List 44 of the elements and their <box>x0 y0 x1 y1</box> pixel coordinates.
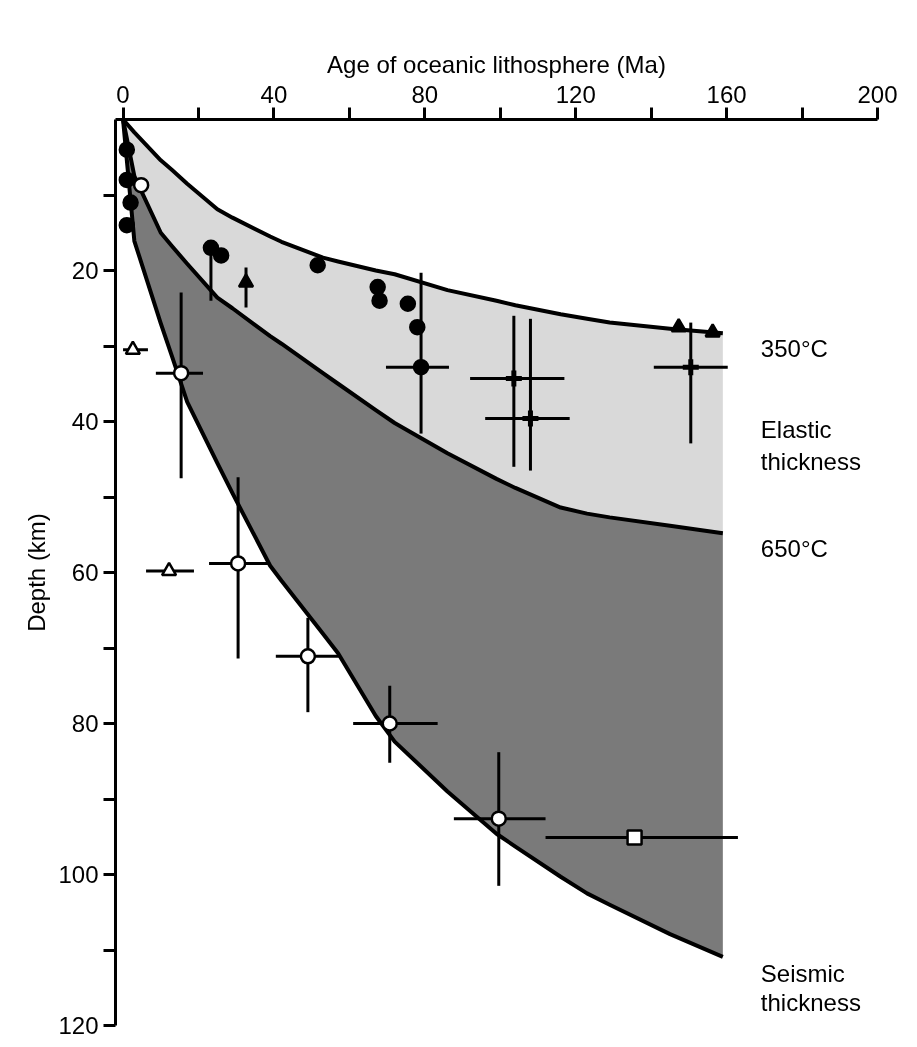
point <box>212 247 230 264</box>
series-label: Elastic thickness <box>760 415 861 475</box>
point <box>124 340 142 356</box>
point <box>132 176 150 194</box>
point <box>371 292 388 309</box>
point <box>490 810 508 827</box>
point <box>704 323 721 338</box>
point <box>122 194 139 211</box>
x-tick-label: 120 <box>555 80 596 108</box>
point <box>309 256 326 274</box>
x-axis-title: Age of oceanic lithosphere (Ma) <box>327 50 666 78</box>
y-tick-label: 60 <box>71 559 99 586</box>
point <box>399 295 417 312</box>
point <box>172 364 190 382</box>
y-tick-label: 80 <box>71 710 99 737</box>
x-tick-label: 80 <box>411 80 439 108</box>
point <box>118 171 136 189</box>
point <box>626 829 643 846</box>
point <box>519 407 541 429</box>
point <box>680 356 702 378</box>
point <box>229 555 247 572</box>
x-tick-label: 160 <box>706 80 747 108</box>
point <box>237 273 255 288</box>
point <box>503 367 525 389</box>
annotation: 650°C <box>760 534 828 562</box>
y-tick-label: 20 <box>71 257 99 284</box>
x-tick-label: 200 <box>857 80 898 108</box>
point <box>160 561 178 577</box>
annotation: Seismic thickness <box>760 959 861 1017</box>
y-tick-label: 40 <box>71 408 99 435</box>
point <box>670 317 687 333</box>
point <box>409 318 426 336</box>
point <box>369 278 386 296</box>
point <box>118 141 136 158</box>
point <box>412 358 430 376</box>
x-tick-label: 40 <box>260 80 288 108</box>
y-tick-label: 100 <box>58 861 99 888</box>
y-tick-label: 120 <box>58 1012 99 1039</box>
x-tick-label: 0 <box>116 80 130 108</box>
point <box>118 216 136 234</box>
y-axis-title: Depth (km) <box>23 513 51 632</box>
point <box>299 648 317 665</box>
point <box>381 715 398 732</box>
annotation: 350°C <box>760 334 828 362</box>
